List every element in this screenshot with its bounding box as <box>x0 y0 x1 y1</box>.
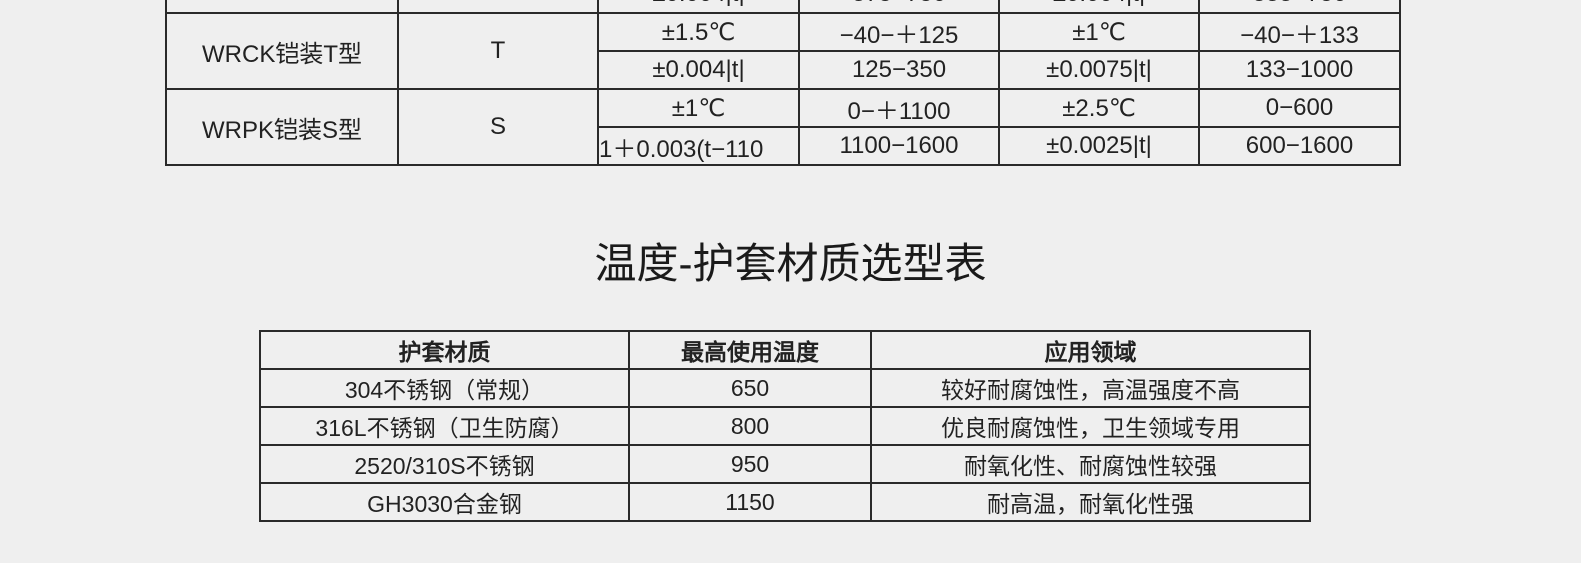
table-cell: 600−1600 <box>1198 126 1401 166</box>
material-cell: 304不锈钢（常规） <box>259 368 630 408</box>
sheath-material-table: 护套材质 最高使用温度 应用领域 304不锈钢（常规） 650 较好耐腐蚀性，高… <box>259 330 1311 522</box>
table-cell: 0−＋1100 <box>798 88 1000 128</box>
table-cell: 333−750 <box>1198 0 1401 14</box>
application-cell: 较好耐腐蚀性，高温强度不高 <box>870 368 1311 408</box>
table-cell: 375−750 <box>798 0 1000 14</box>
table-row: 304不锈钢（常规） 650 较好耐腐蚀性，高温强度不高 <box>259 368 1311 408</box>
table-cell: ±2.5℃ <box>998 88 1200 128</box>
max-temp-cell: 1150 <box>628 482 872 522</box>
table-row: GH3030合金钢 1150 耐高温，耐氧化性强 <box>259 482 1311 522</box>
table-cell: 125−350 <box>798 50 1000 90</box>
table-row: WRCK铠装T型 T ±1.5℃ −40−＋125 ±1℃ −40−＋133 <box>165 12 1401 90</box>
material-cell: GH3030合金钢 <box>259 482 630 522</box>
thermocouple-spec-table: ±0.004|t| 375−750 ±0.004|t| 333−750 WRCK… <box>165 0 1401 166</box>
table-row: 2520/310S不锈钢 950 耐氧化性、耐腐蚀性较强 <box>259 444 1311 484</box>
table-header-row: 护套材质 最高使用温度 应用领域 <box>259 330 1311 370</box>
table-cell: ±1.5℃ <box>597 12 800 52</box>
table-row: ±0.004|t| 375−750 ±0.004|t| 333−750 <box>165 0 1401 14</box>
column-header: 应用领域 <box>870 330 1311 370</box>
material-cell: 316L不锈钢（卫生防腐） <box>259 406 630 446</box>
section-title: 温度-护套材质选型表 <box>594 240 987 287</box>
table-row: ±0.004|t| 125−350 ±0.0075|t| 133−1000 <box>166 50 1401 90</box>
table-cell: ±0.004|t| <box>597 0 800 14</box>
max-temp-cell: 800 <box>628 406 872 446</box>
table-cell: 133−1000 <box>1198 50 1401 90</box>
table-cell: ±0.004|t| <box>998 0 1200 14</box>
table-row: WRPK铠装S型 S ±1℃ 0−＋1100 ±2.5℃ 0−600 <box>165 88 1401 166</box>
table-row: 1＋0.003(t−110 1100−1600 ±0.0025|t| 600−1… <box>166 126 1401 166</box>
table-cell: ±0.0075|t| <box>998 50 1200 90</box>
table-cell: 1＋0.003(t−110 <box>597 126 800 166</box>
table-cell: ±0.004|t| <box>597 50 800 90</box>
column-header: 最高使用温度 <box>628 330 872 370</box>
application-cell: 优良耐腐蚀性，卫生领域专用 <box>870 406 1311 446</box>
type-cell: T <box>397 12 599 90</box>
material-cell: 2520/310S不锈钢 <box>259 444 630 484</box>
table-cell: ±0.0025|t| <box>998 126 1200 166</box>
table-cell: 0−600 <box>1198 88 1401 128</box>
table-cell: ±1℃ <box>597 88 800 128</box>
model-cell: WRCK铠装T型 <box>165 12 399 90</box>
table-cell: −40−＋133 <box>1198 12 1401 52</box>
type-cell: S <box>397 88 599 166</box>
column-header: 护套材质 <box>259 330 630 370</box>
application-cell: 耐高温，耐氧化性强 <box>870 482 1311 522</box>
table-cell <box>165 0 399 14</box>
max-temp-cell: 650 <box>628 368 872 408</box>
table-cell: ±1℃ <box>998 12 1200 52</box>
table-cell: 1100−1600 <box>798 126 1000 166</box>
table-cell <box>397 0 599 14</box>
application-cell: 耐氧化性、耐腐蚀性较强 <box>870 444 1311 484</box>
table-cell: −40−＋125 <box>798 12 1000 52</box>
model-cell: WRPK铠装S型 <box>165 88 399 166</box>
max-temp-cell: 950 <box>628 444 872 484</box>
table-row: 316L不锈钢（卫生防腐） 800 优良耐腐蚀性，卫生领域专用 <box>259 406 1311 446</box>
